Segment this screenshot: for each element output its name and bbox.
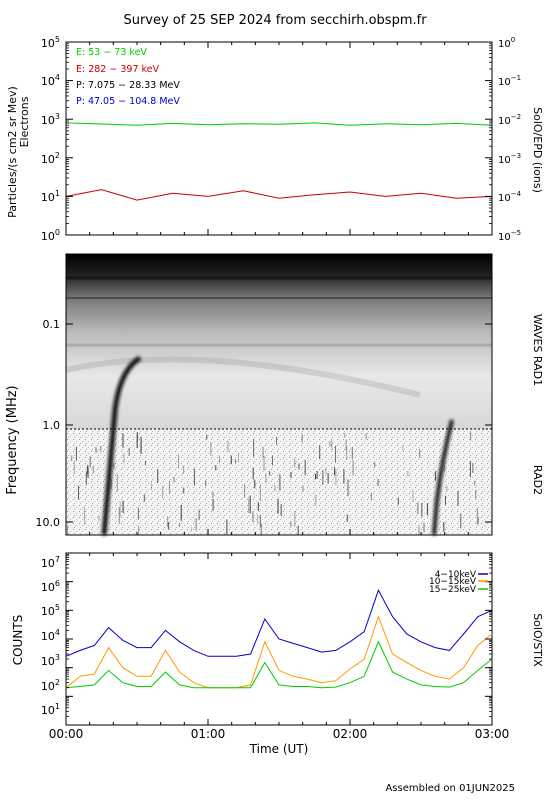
- x-tick-label: 02:00: [333, 727, 368, 741]
- waves-rad2-label: RAD2: [531, 465, 544, 495]
- x-tick-label: 01:00: [191, 727, 226, 741]
- stix-tick-label: 102: [41, 678, 60, 693]
- footer-note: Assembled on 01JUN2025: [385, 783, 515, 794]
- epd-legend-e2: E: 282 − 397 keV: [76, 64, 160, 75]
- stix-series-10-15kev: [65, 615, 493, 689]
- epd-plot-frame: [65, 41, 493, 236]
- stix-legend-low: 4−10keV: [435, 570, 477, 580]
- epd-ylabel-species: Electrons: [18, 96, 31, 147]
- epd-series-electrons-high: [65, 189, 493, 201]
- epd-right-tick-label: 10−1: [498, 74, 521, 88]
- epd-left-tick-label: 102: [41, 151, 60, 166]
- waves-ylabel: Frequency (MHz): [5, 385, 20, 494]
- x-tick-label: 00:00: [49, 727, 84, 741]
- stix-legend-mid: 10−15keV: [429, 577, 477, 587]
- rad1-spectrogram: [66, 254, 492, 429]
- epd-right-tick-label: 10−2: [498, 113, 521, 127]
- stix-curves: [65, 589, 493, 689]
- stix-legend-high: 15−25keV: [429, 585, 477, 595]
- x-tick-label: 03:00: [475, 727, 510, 741]
- stix-tick-label: 103: [41, 653, 60, 668]
- figure-title: Survey of 25 SEP 2024 from secchirh.obsp…: [123, 13, 427, 28]
- epd-right-tick-label: 10−4: [498, 190, 522, 204]
- epd-panel: 105 104 103 102 101 100 100 10−1 10−2 10…: [6, 35, 544, 243]
- spectrogram-bands: [65, 276, 492, 398]
- stix-tick-label: 101: [41, 702, 60, 717]
- epd-tick-marks: [65, 41, 493, 236]
- epd-series-electrons-low: [65, 122, 493, 126]
- waves-tick-label: 0.1: [43, 318, 61, 331]
- epd-left-tick-label: 103: [41, 112, 60, 127]
- epd-left-tick-label: 104: [41, 73, 60, 88]
- waves-rad1-label: WAVES RAD1: [531, 314, 544, 386]
- x-axis-label: Time (UT): [249, 742, 309, 756]
- epd-ylabel-right: SolO/EPD (ions): [531, 107, 544, 193]
- rad2-spectrogram: [66, 429, 492, 535]
- epd-legend-p1: P: 7.075 − 28.33 MeV: [76, 80, 180, 91]
- epd-right-tick-label: 100: [498, 36, 515, 50]
- type-iii-bursts: [101, 355, 454, 536]
- epd-legend-e1: E: 53 − 73 keV: [76, 47, 147, 58]
- stix-panel: 107 106 105 104 103 102 101 COUNTS SolO/…: [11, 552, 544, 756]
- waves-panel: 0.1 1.0 10.0 Frequency (MHz) WAVES RAD1 …: [5, 253, 544, 536]
- epd-left-tick-label: 101: [41, 189, 60, 204]
- stix-ylabel: COUNTS: [11, 615, 25, 666]
- epd-legend-p2: P: 47.05 − 104.8 MeV: [76, 96, 180, 107]
- rad2-streaks: [65, 432, 479, 535]
- waves-tick-marks: [65, 254, 493, 535]
- epd-left-tick-label: 100: [41, 228, 60, 243]
- stix-ylabel-right: SolO/STIX: [531, 613, 544, 667]
- epd-curves: [65, 122, 493, 201]
- stix-series-15-25kev: [65, 640, 493, 689]
- stix-tick-label: 104: [41, 628, 60, 643]
- stix-tick-label: 107: [41, 555, 60, 570]
- stix-tick-marks: [65, 552, 493, 726]
- epd-ylabel-units: Particles/(s cm2 sr Mev): [6, 86, 19, 218]
- waves-tick-label: 1.0: [43, 419, 61, 432]
- epd-right-tick-label: 10−3: [498, 152, 521, 166]
- epd-left-tick-label: 105: [41, 35, 60, 50]
- epd-right-tick-label: 10−5: [498, 229, 521, 243]
- stix-tick-label: 106: [41, 579, 60, 594]
- waves-tick-label: 10.0: [36, 516, 61, 529]
- stix-series-4-10kev: [65, 589, 493, 657]
- stix-tick-label: 105: [41, 603, 60, 618]
